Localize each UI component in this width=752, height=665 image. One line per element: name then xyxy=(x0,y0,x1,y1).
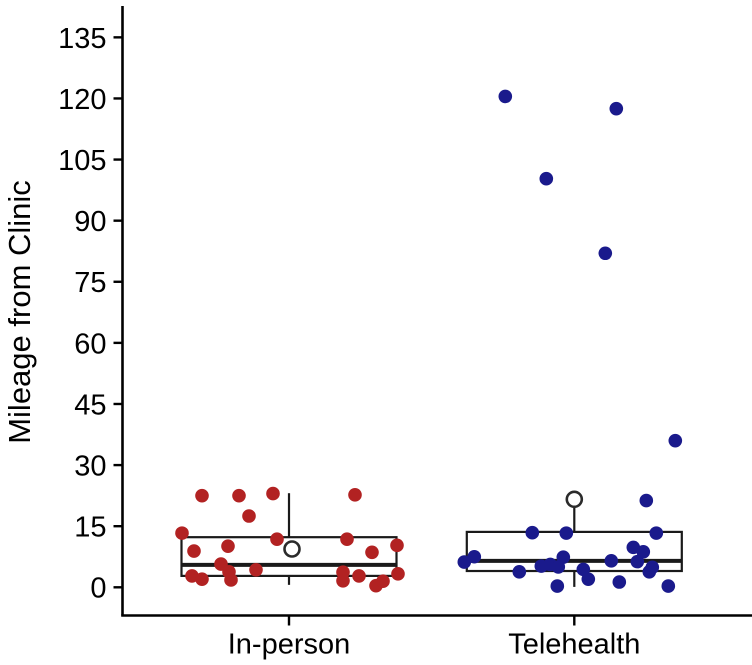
y-tick-label: 30 xyxy=(74,451,106,483)
box-telehealth xyxy=(465,530,683,573)
jitter-point-telehealth xyxy=(498,89,513,104)
y-tick-label: 75 xyxy=(74,267,106,299)
jitter-point-in-person xyxy=(365,545,379,560)
jitter-point-telehealth xyxy=(512,565,527,579)
y-tick-label: 120 xyxy=(58,84,106,116)
jitter-point-in-person xyxy=(242,509,256,523)
jitter-point-in-person xyxy=(352,569,366,583)
jitter-point-in-person xyxy=(232,488,246,503)
x-tick-label: Telehealth xyxy=(508,629,640,661)
mean-marker-telehealth xyxy=(565,490,584,509)
jitter-point-in-person xyxy=(187,544,201,558)
jitter-point-telehealth xyxy=(550,579,565,593)
jitter-point-telehealth xyxy=(551,560,566,574)
y-tick-label: 90 xyxy=(74,206,106,238)
jitter-point-in-person xyxy=(266,486,280,501)
jitter-point-in-person xyxy=(195,488,209,503)
y-tick-label: 15 xyxy=(74,512,106,544)
jitter-point-telehealth xyxy=(661,579,676,593)
y-tick-label: 105 xyxy=(58,145,106,177)
y-tick-label: 135 xyxy=(58,23,106,55)
jitter-point-telehealth xyxy=(630,554,645,569)
jitter-point-in-person xyxy=(270,532,284,547)
jitter-point-telehealth xyxy=(609,101,624,116)
jitter-point-telehealth xyxy=(539,171,554,186)
jitter-point-telehealth xyxy=(525,525,540,540)
jitter-point-in-person xyxy=(221,539,235,553)
jitter-point-in-person xyxy=(224,573,238,587)
jitter-point-telehealth xyxy=(581,572,596,586)
jitter-point-telehealth xyxy=(649,526,664,540)
jitter-point-in-person xyxy=(348,488,362,502)
mean-marker-in-person xyxy=(283,540,301,558)
jitter-point-telehealth xyxy=(598,246,613,261)
x-tick-label: In-person xyxy=(228,629,351,661)
jitter-point-telehealth xyxy=(559,526,574,540)
jitter-point-telehealth xyxy=(467,549,482,564)
jitter-point-telehealth xyxy=(636,545,651,559)
y-tick-label: 0 xyxy=(90,573,106,605)
jitter-point-in-person xyxy=(175,526,189,540)
jitter-point-telehealth xyxy=(668,433,683,448)
y-tick-label: 60 xyxy=(74,328,106,360)
y-axis-title: Mileage from Clinic xyxy=(2,180,37,444)
jitter-point-telehealth xyxy=(604,554,619,568)
jitter-point-telehealth xyxy=(645,560,660,575)
jitter-point-in-person xyxy=(336,573,350,588)
jitter-point-telehealth xyxy=(639,493,654,508)
jitter-point-telehealth xyxy=(612,575,627,589)
y-tick-label: 45 xyxy=(74,389,106,421)
jitter-point-telehealth xyxy=(457,555,472,569)
jitter-point-in-person xyxy=(376,574,390,588)
jitter-point-in-person xyxy=(391,567,405,581)
jitter-point-in-person xyxy=(390,538,404,553)
jitter-point-in-person xyxy=(249,562,263,577)
jitter-point-in-person xyxy=(195,572,209,586)
jitter-point-in-person xyxy=(340,532,354,547)
